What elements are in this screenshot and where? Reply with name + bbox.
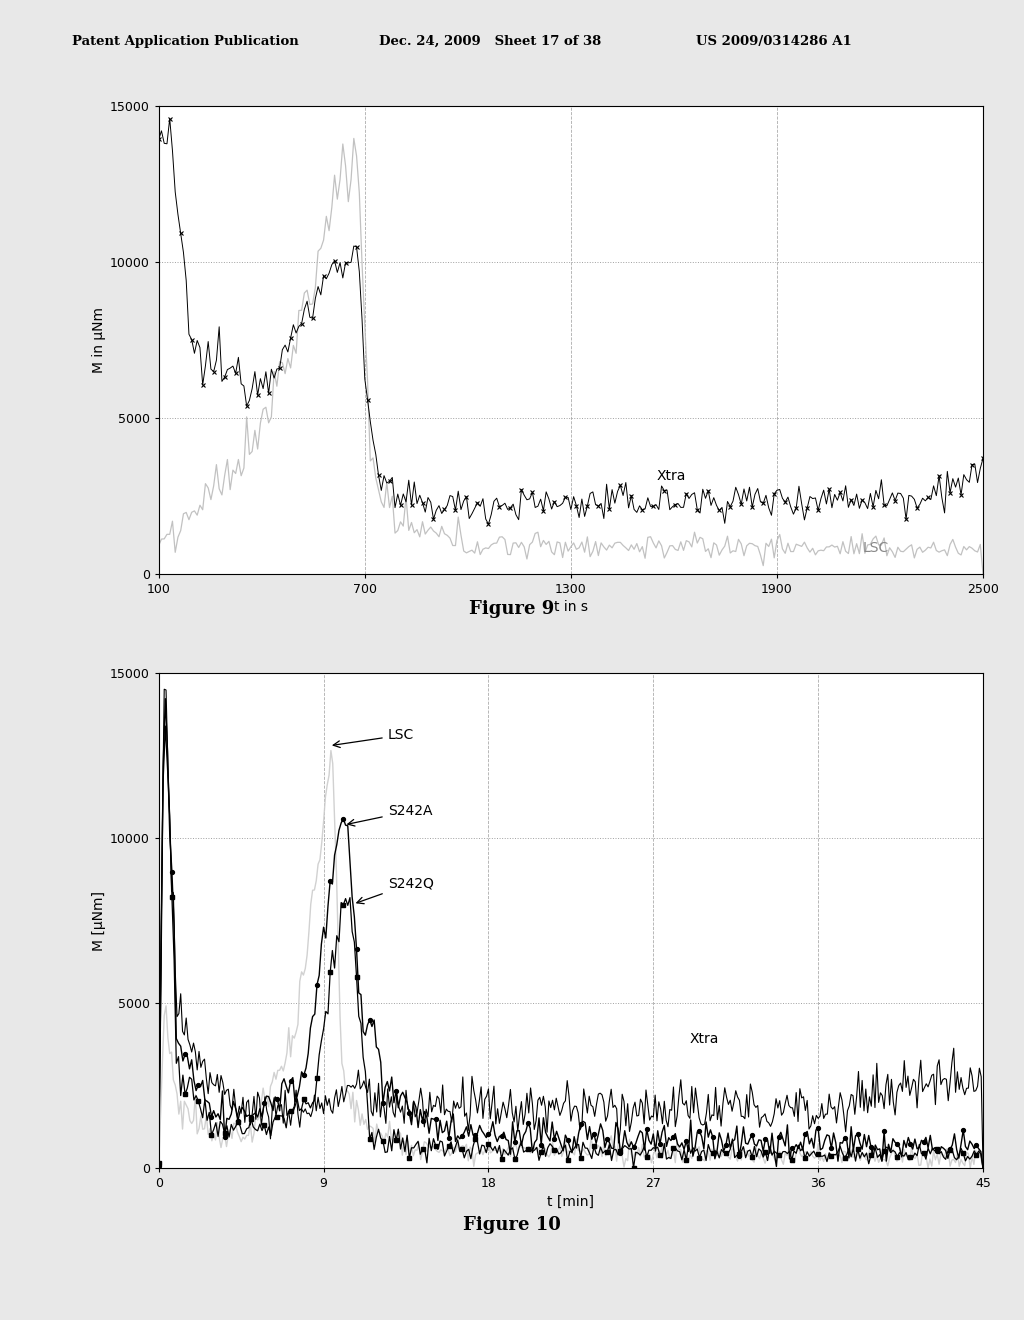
Text: US 2009/0314286 A1: US 2009/0314286 A1 bbox=[696, 34, 852, 48]
Text: Dec. 24, 2009   Sheet 17 of 38: Dec. 24, 2009 Sheet 17 of 38 bbox=[379, 34, 601, 48]
Text: Xtra: Xtra bbox=[690, 1032, 719, 1045]
Text: Xtra: Xtra bbox=[656, 470, 686, 483]
Text: Figure 10: Figure 10 bbox=[463, 1216, 561, 1234]
X-axis label: t [min]: t [min] bbox=[548, 1195, 594, 1208]
Text: LSC: LSC bbox=[863, 541, 889, 556]
Text: Patent Application Publication: Patent Application Publication bbox=[72, 34, 298, 48]
Text: Figure 9: Figure 9 bbox=[469, 599, 555, 618]
Text: LSC: LSC bbox=[333, 729, 414, 747]
Y-axis label: M in μNm: M in μNm bbox=[92, 308, 105, 374]
Text: S242Q: S242Q bbox=[356, 876, 433, 904]
X-axis label: t in s: t in s bbox=[554, 601, 588, 614]
Text: S242A: S242A bbox=[348, 804, 432, 826]
Y-axis label: M [μNm]: M [μNm] bbox=[92, 891, 105, 950]
